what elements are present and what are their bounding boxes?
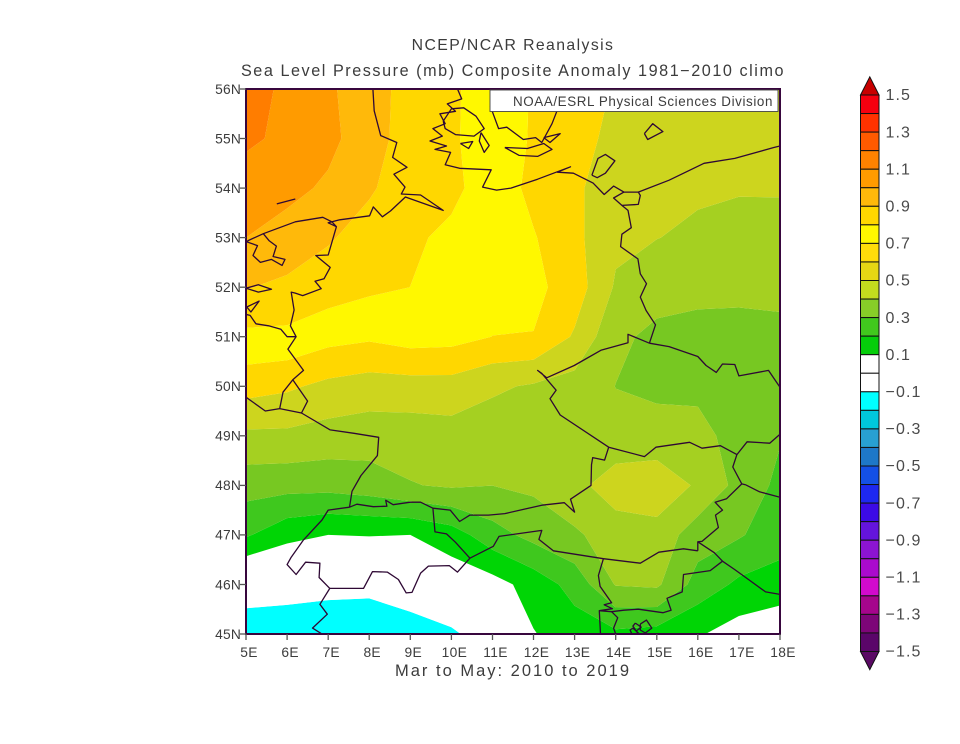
svg-text:10E: 10E: [442, 645, 467, 660]
svg-text:0.1: 0.1: [886, 347, 912, 364]
svg-text:54N: 54N: [215, 181, 241, 196]
svg-text:8E: 8E: [363, 645, 380, 660]
svg-text:14E: 14E: [606, 645, 631, 660]
svg-text:−0.7: −0.7: [886, 495, 922, 512]
svg-text:7E: 7E: [322, 645, 339, 660]
svg-text:1.5: 1.5: [886, 87, 912, 104]
svg-text:55N: 55N: [215, 131, 241, 146]
svg-text:11E: 11E: [483, 645, 507, 660]
svg-text:52N: 52N: [215, 280, 241, 295]
svg-text:0.9: 0.9: [886, 199, 912, 216]
svg-text:1.3: 1.3: [886, 124, 912, 141]
svg-text:−0.9: −0.9: [886, 532, 922, 549]
svg-text:53N: 53N: [215, 230, 241, 245]
svg-text:−0.3: −0.3: [886, 421, 922, 438]
svg-text:49N: 49N: [215, 429, 241, 444]
svg-text:12E: 12E: [524, 645, 549, 660]
svg-text:6E: 6E: [281, 645, 298, 660]
svg-text:−0.5: −0.5: [886, 458, 922, 475]
svg-text:56N: 56N: [215, 82, 241, 97]
svg-text:0.7: 0.7: [886, 236, 912, 253]
svg-text:Mar to May: 2010 to 2019: Mar to May: 2010 to 2019: [395, 662, 631, 680]
svg-text:47N: 47N: [215, 528, 241, 543]
svg-text:1.1: 1.1: [886, 161, 912, 178]
svg-text:NCEP/NCAR Reanalysis: NCEP/NCAR Reanalysis: [412, 37, 615, 54]
svg-text:50N: 50N: [215, 379, 241, 394]
svg-text:0.5: 0.5: [886, 273, 912, 290]
svg-text:18E: 18E: [770, 645, 795, 660]
svg-text:46N: 46N: [215, 577, 241, 592]
svg-text:−1.5: −1.5: [886, 644, 922, 661]
svg-text:−1.3: −1.3: [886, 607, 922, 624]
svg-text:Sea Level Pressure (mb) Compos: Sea Level Pressure (mb) Composite Anomal…: [241, 62, 785, 80]
svg-text:51N: 51N: [215, 330, 241, 345]
svg-text:13E: 13E: [565, 645, 590, 660]
svg-text:NOAA/ESRL Physical Sciences Di: NOAA/ESRL Physical Sciences Division: [513, 94, 773, 109]
svg-text:9E: 9E: [405, 645, 422, 660]
svg-text:−1.1: −1.1: [886, 570, 922, 587]
svg-text:16E: 16E: [688, 645, 713, 660]
svg-text:5E: 5E: [240, 645, 257, 660]
svg-text:15E: 15E: [647, 645, 672, 660]
svg-text:0.3: 0.3: [886, 310, 912, 327]
svg-text:45N: 45N: [215, 627, 241, 642]
svg-text:−0.1: −0.1: [886, 384, 922, 401]
svg-text:17E: 17E: [729, 645, 754, 660]
svg-text:48N: 48N: [215, 478, 241, 493]
